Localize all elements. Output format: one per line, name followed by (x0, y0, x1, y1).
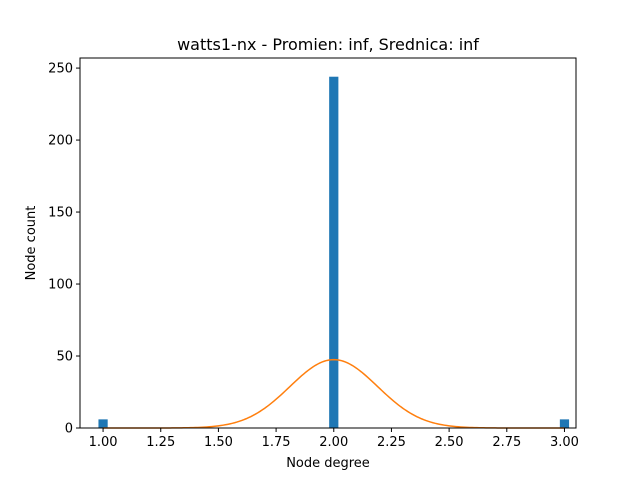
x-tick-label: 2.75 (492, 435, 521, 450)
x-tick-label: 2.50 (435, 435, 464, 450)
x-tick-label: 1.00 (89, 435, 118, 450)
x-axis-ticks: 1.00 1.25 1.50 1.75 2.00 2.25 2.50 2.75 3.00 (89, 428, 579, 450)
bars-group (98, 76, 570, 429)
x-axis-label: Node degree (286, 456, 370, 471)
chart-title: watts1-nx - Promien: inf, Srednica: inf (177, 35, 479, 54)
y-tick-label: 200 (48, 134, 73, 149)
x-tick-label: 3.00 (550, 435, 579, 450)
y-tick-label: 0 (65, 422, 73, 437)
y-tick-label: 50 (56, 350, 73, 365)
y-tick-label: 250 (48, 62, 73, 77)
x-tick-label: 2.00 (319, 435, 348, 450)
x-tick-label: 1.50 (204, 435, 233, 450)
x-tick-label: 1.75 (262, 435, 291, 450)
x-tick-label: 2.25 (377, 435, 406, 450)
y-tick-label: 150 (48, 206, 73, 221)
histogram-bar-1 (329, 76, 339, 429)
axes-frame (79, 57, 577, 429)
histogram-bar-0 (98, 419, 108, 428)
histogram-bar-2 (559, 419, 570, 428)
y-axis-ticks: 0 50 100 150 200 250 (48, 62, 80, 437)
y-tick-label: 100 (48, 278, 73, 293)
x-tick-label: 1.25 (146, 435, 175, 450)
y-axis-label: Node count (24, 206, 39, 281)
